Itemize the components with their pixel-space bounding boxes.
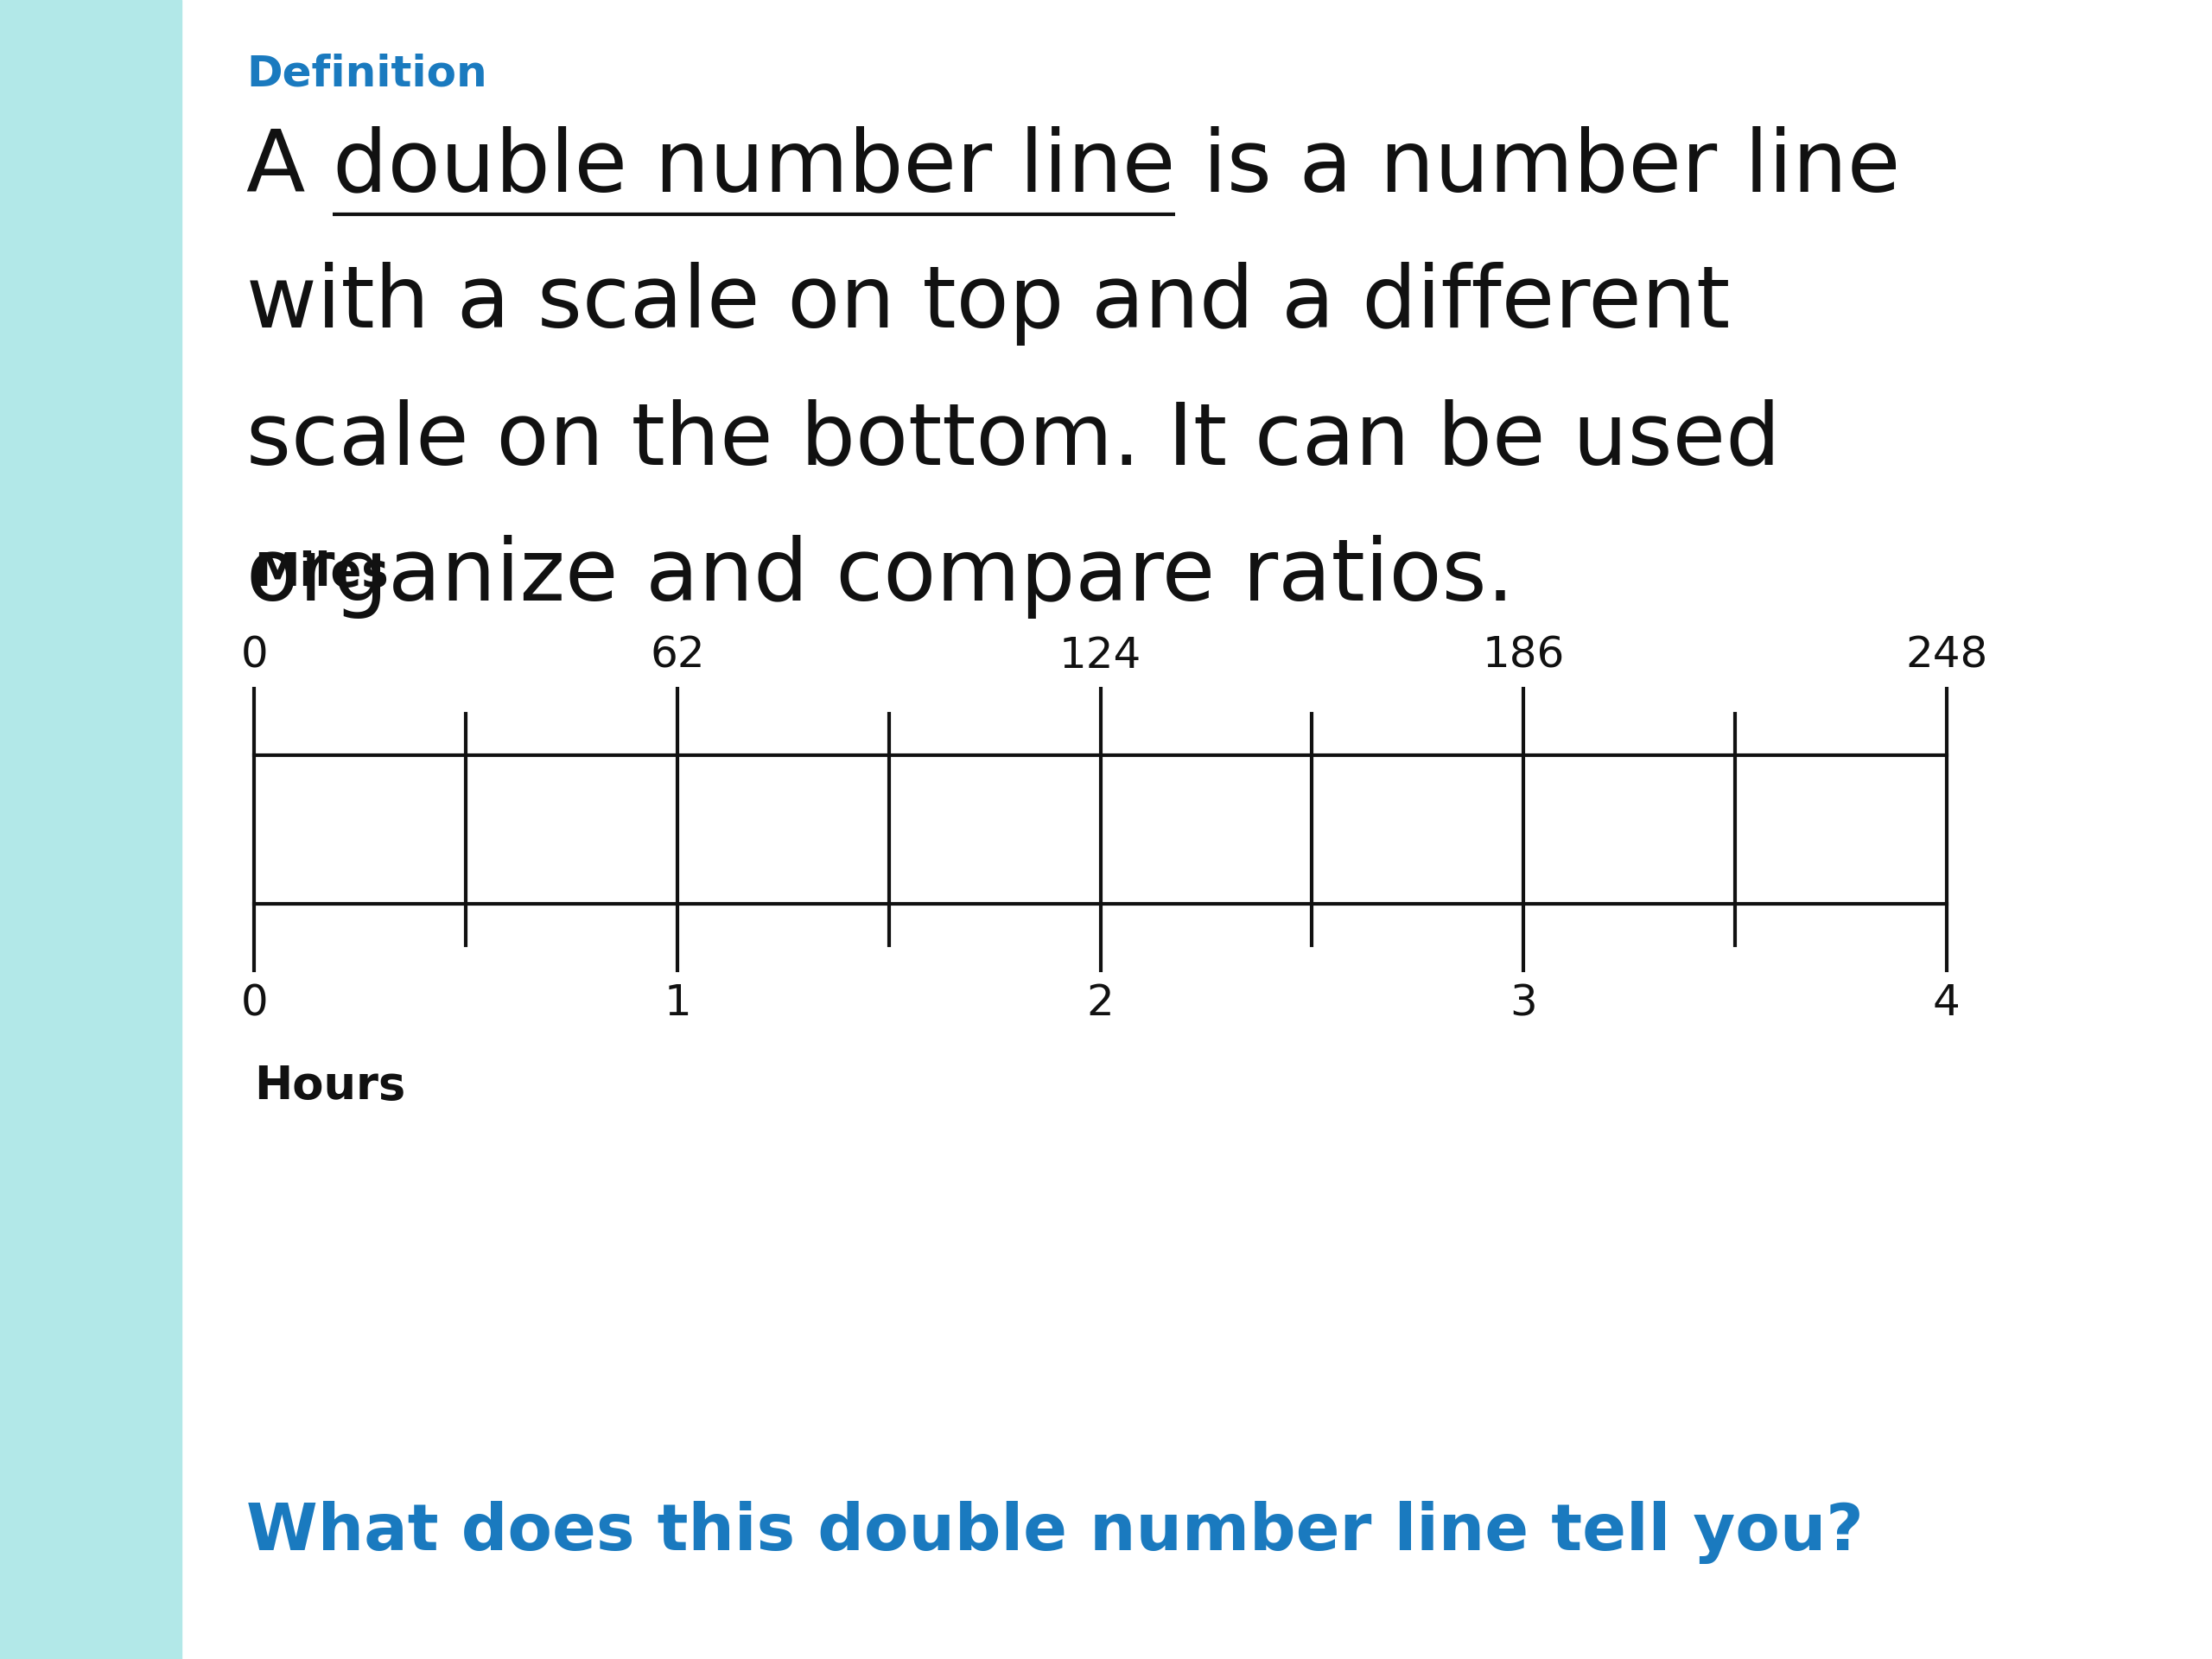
- Text: Hours: Hours: [254, 1063, 405, 1108]
- Text: scale on the bottom. It can be used: scale on the bottom. It can be used: [246, 398, 1781, 483]
- Text: A double number line is a number line: A double number line is a number line: [246, 126, 1900, 209]
- Text: 124: 124: [1060, 635, 1141, 677]
- Text: 1: 1: [664, 982, 690, 1024]
- Text: Miles: Miles: [254, 551, 389, 596]
- Text: 248: 248: [1905, 635, 1989, 677]
- Bar: [0, 0, 181, 1659]
- Text: Definition: Definition: [246, 53, 487, 95]
- Text: 62: 62: [650, 635, 706, 677]
- Text: 3: 3: [1511, 982, 1537, 1024]
- Text: 0: 0: [241, 982, 268, 1024]
- Text: 0: 0: [241, 635, 268, 677]
- Text: organize and compare ratios.: organize and compare ratios.: [246, 534, 1513, 619]
- Text: 186: 186: [1482, 635, 1564, 677]
- Text: What does this double number line tell you?: What does this double number line tell y…: [246, 1501, 1863, 1564]
- Text: 4: 4: [1933, 982, 1960, 1024]
- Text: with a scale on top and a different: with a scale on top and a different: [246, 262, 1730, 345]
- Text: 2: 2: [1086, 982, 1115, 1024]
